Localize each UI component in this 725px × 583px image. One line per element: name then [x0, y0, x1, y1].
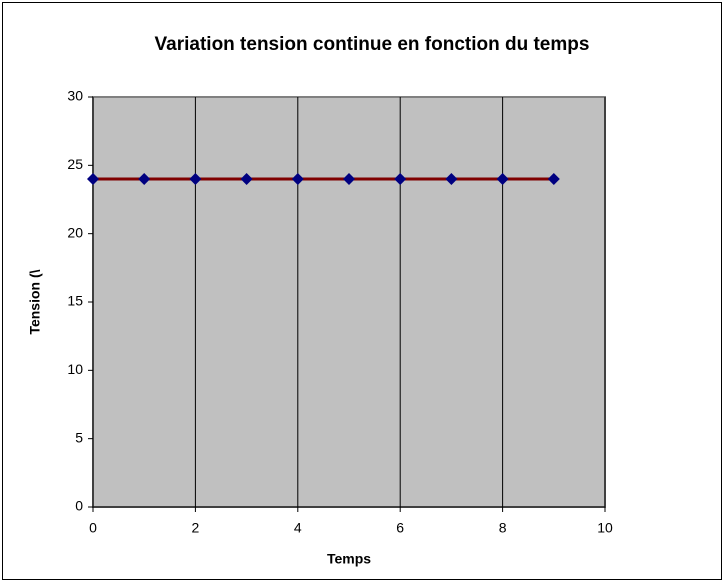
marker: [394, 173, 407, 185]
y-tick-label: 15: [67, 293, 83, 309]
marker: [496, 173, 509, 185]
y-tick-label: 0: [75, 498, 83, 514]
chart-title: Variation tension continue en fonction d…: [155, 34, 590, 55]
y-axis-title: Tension (\: [27, 269, 43, 334]
x-tick-label: 8: [499, 520, 507, 536]
plot-area: [92, 96, 606, 508]
x-axis-title: Temps: [327, 551, 371, 567]
marker: [547, 173, 560, 185]
y-tick-label: 10: [67, 361, 83, 377]
x-tick-label: 4: [294, 520, 302, 536]
y-tick-label: 30: [67, 88, 83, 104]
x-tick-label: 6: [396, 520, 404, 536]
marker: [291, 173, 304, 185]
x-tick-label: 10: [597, 520, 613, 536]
marker: [445, 173, 458, 185]
y-tick-label: 25: [67, 156, 83, 172]
x-tick-label: 0: [89, 520, 97, 536]
y-tick-label: 5: [75, 429, 83, 445]
marker: [343, 173, 355, 185]
x-tick-label: 2: [192, 520, 200, 536]
y-tick-label: 20: [67, 224, 83, 240]
marker: [138, 173, 151, 185]
marker: [240, 173, 253, 185]
marker: [87, 173, 99, 185]
marker: [189, 173, 202, 185]
